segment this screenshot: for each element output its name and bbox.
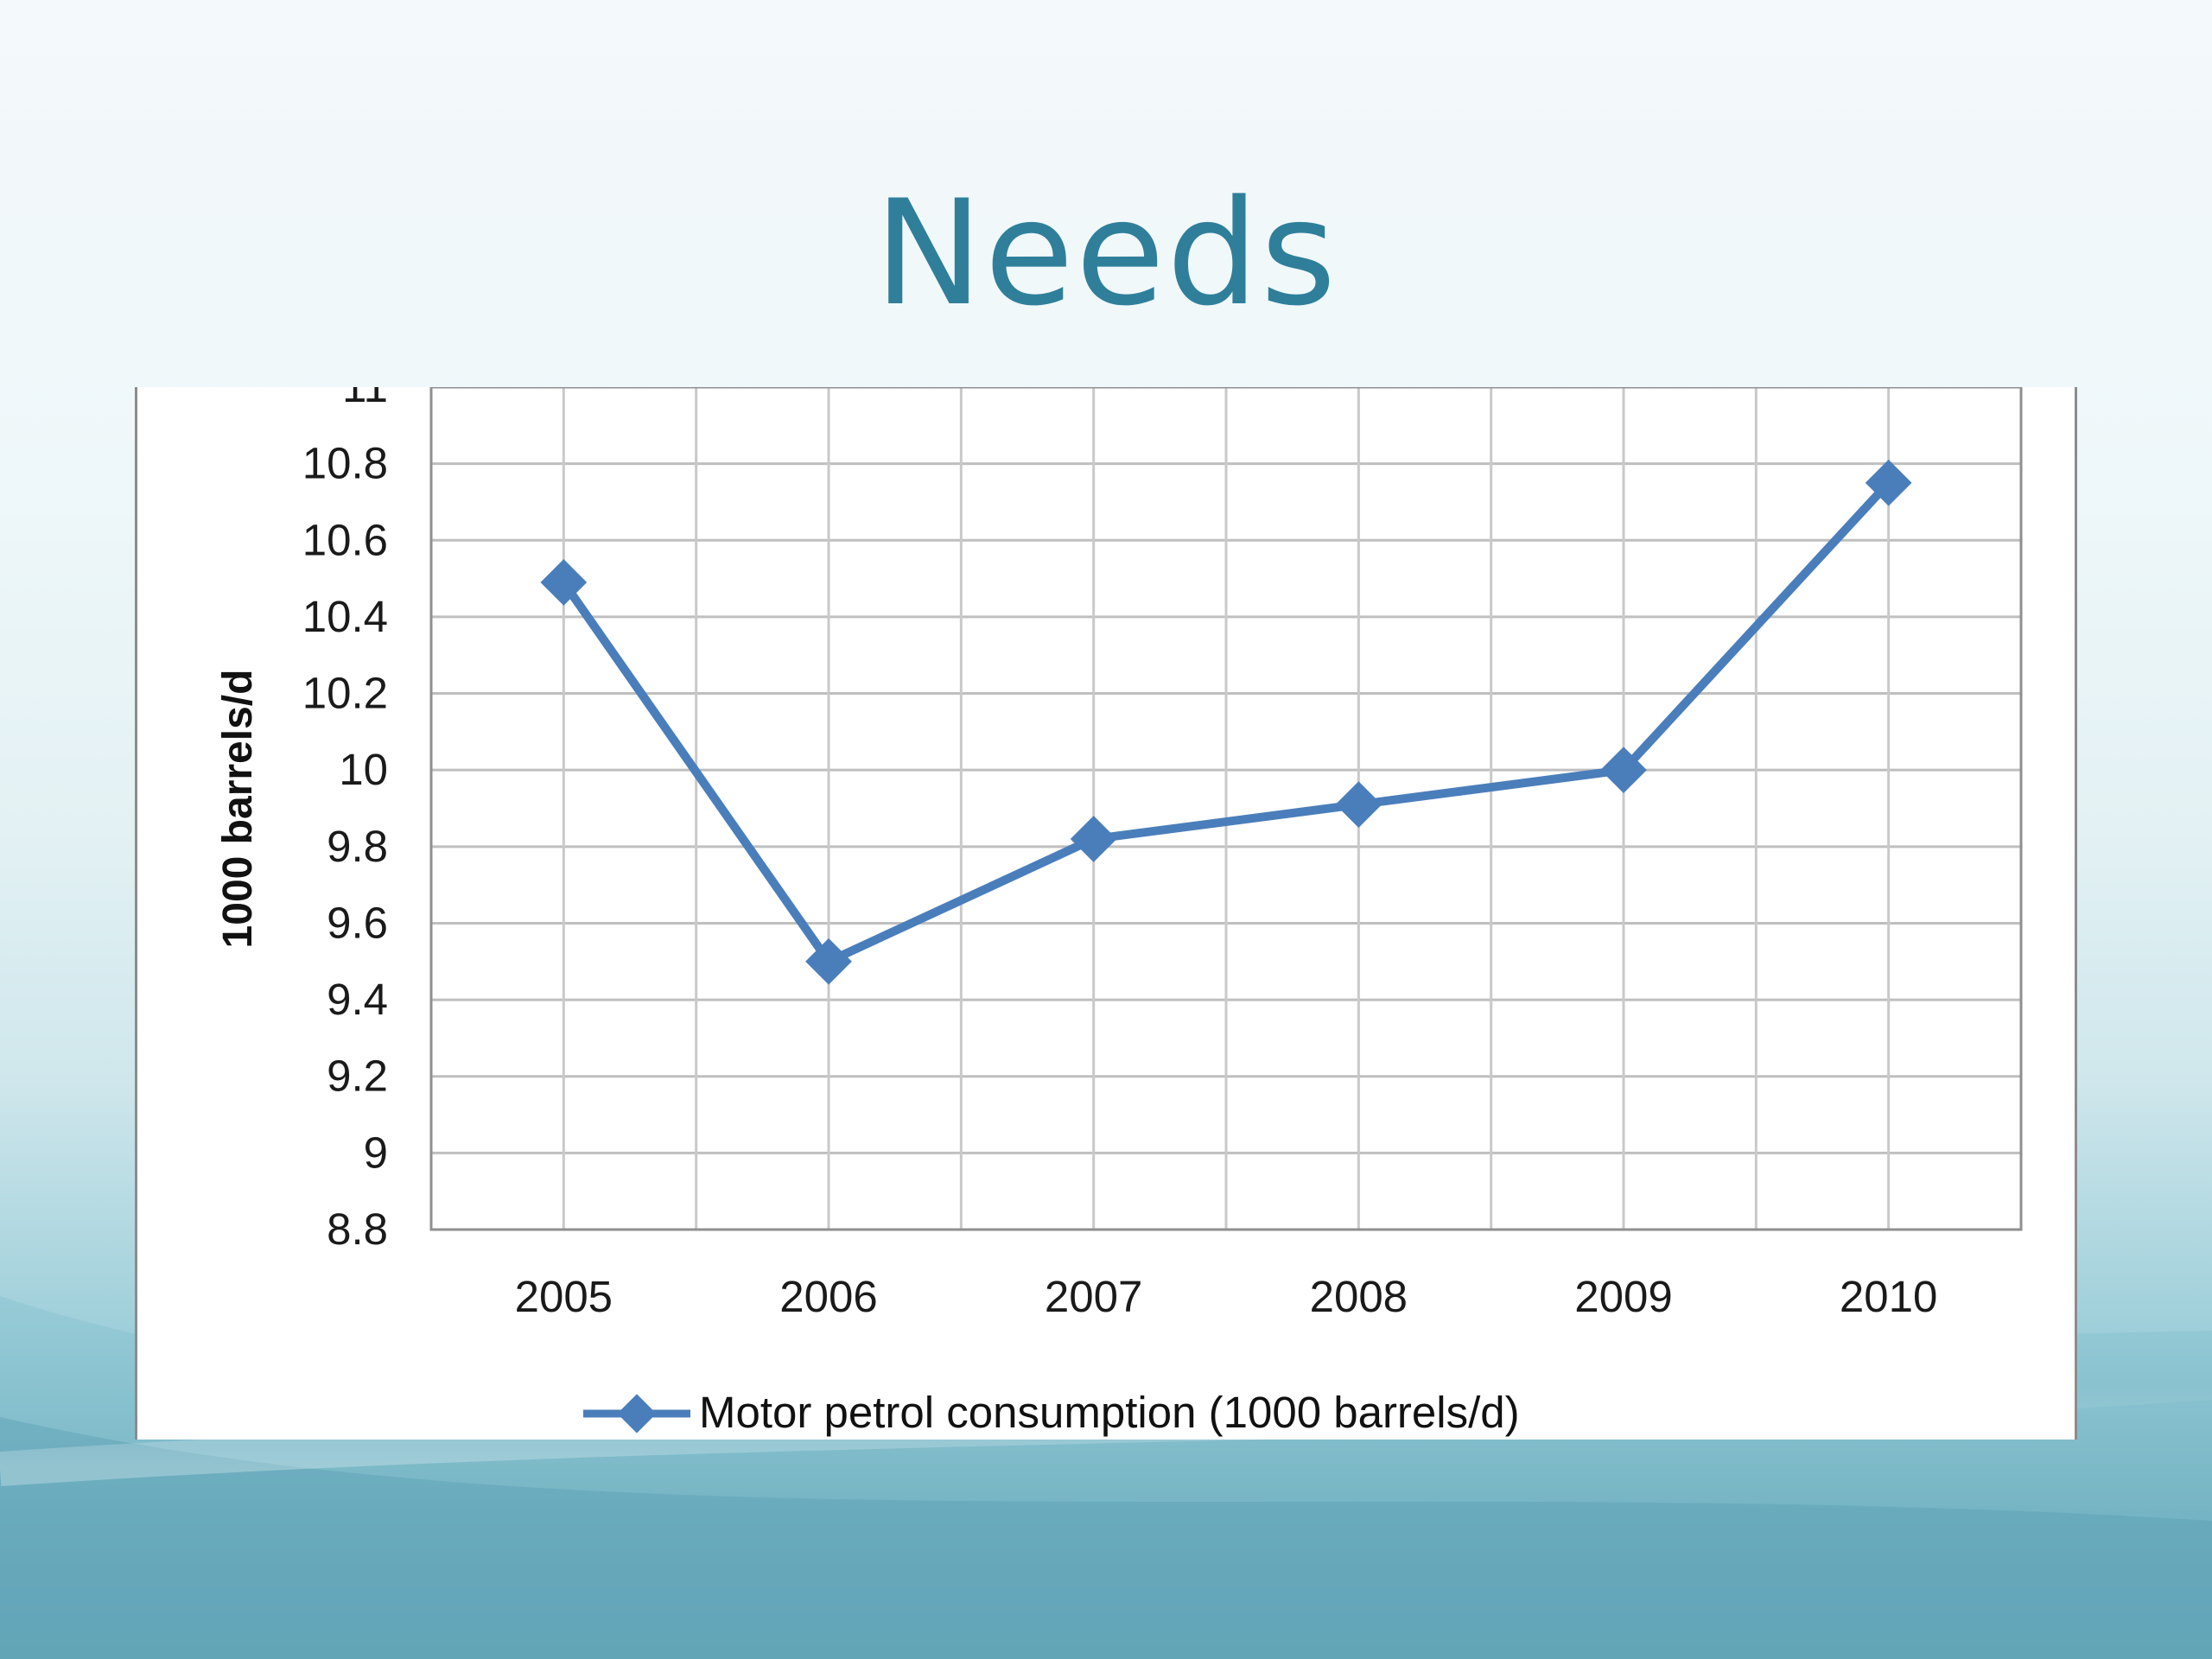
y-tick-label: 10.8 (302, 439, 388, 488)
y-axis-tick-labels: 8.8 9 9.2 9.4 9.6 9.8 10 10.2 10.4 10.6 10.8 11 (302, 387, 388, 1254)
plot-area-border (429, 387, 2023, 1231)
y-tick-label: 8.8 (327, 1205, 388, 1254)
x-tick-label: 2006 (779, 1272, 877, 1321)
y-tick-label: 9.4 (327, 975, 388, 1024)
y-tick-label: 9.2 (327, 1052, 388, 1101)
legend-diamond-icon (617, 1394, 657, 1433)
y-tick-label: 10 (339, 745, 388, 794)
series-line (560, 480, 1892, 966)
x-tick-label: 2009 (1574, 1272, 1672, 1321)
y-tick-label: 10.6 (302, 515, 388, 564)
y-tick-label: 9 (364, 1128, 388, 1177)
x-tick-label: 2010 (1840, 1272, 1937, 1321)
y-tick-label: 9.6 (327, 898, 388, 947)
slide-title: Needs (874, 168, 1338, 338)
x-tick-label: 2008 (1310, 1272, 1408, 1321)
line-chart: 8.8 9 9.2 9.4 9.6 9.8 10 10.2 10.4 10.6 10.8 11 200… (215, 387, 2023, 1437)
legend-label: Motor petrol consumption (1000 barrels/d… (699, 1388, 1520, 1437)
x-axis-tick-labels: 2005 2006 2007 2008 2009 2010 (515, 1272, 1938, 1321)
y-tick-label: 10.4 (302, 592, 388, 641)
data-point-marker (1865, 459, 1912, 506)
y-axis-title: 1000 barrels/d (215, 670, 261, 949)
legend: Motor petrol consumption (1000 barrels/d… (583, 1388, 1520, 1437)
y-tick-label: 10.2 (302, 669, 388, 718)
x-tick-label: 2005 (515, 1272, 613, 1321)
y-tick-label: 11 (342, 387, 388, 411)
data-point-marker (1335, 781, 1382, 828)
x-tick-label: 2007 (1045, 1272, 1142, 1321)
grid-lines (429, 387, 2023, 1231)
chart-panel: 8.8 9 9.2 9.4 9.6 9.8 10 10.2 10.4 10.6 10.8 11 200… (135, 387, 2077, 1440)
data-point-marker (1070, 816, 1117, 862)
y-tick-label: 9.8 (327, 822, 388, 871)
